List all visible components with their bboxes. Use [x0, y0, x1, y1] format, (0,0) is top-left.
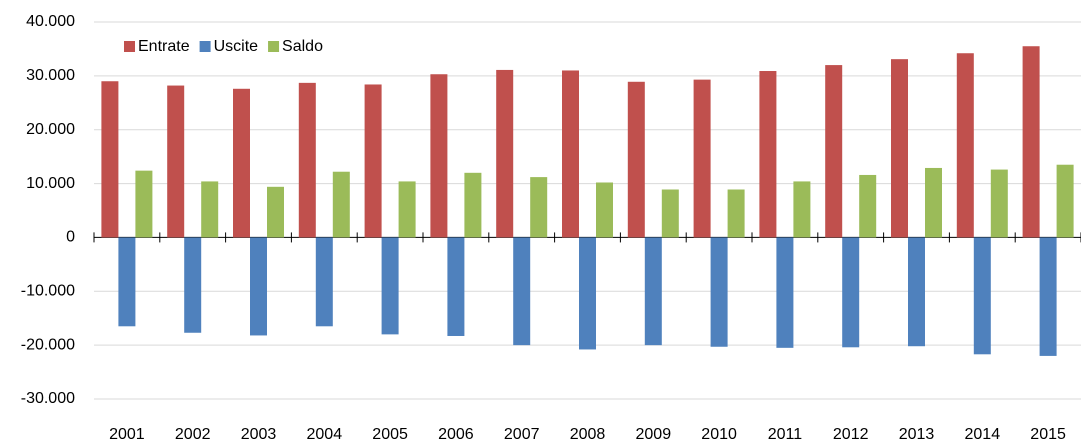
- bar: [776, 237, 794, 348]
- x-tick-label: 2007: [504, 426, 540, 443]
- bar: [793, 181, 811, 238]
- bar: [167, 85, 185, 238]
- y-tick-label: 20.000: [26, 121, 75, 138]
- x-tick-label: 2015: [1030, 426, 1066, 443]
- bar: [1022, 46, 1040, 238]
- bar: [644, 237, 662, 346]
- x-tick-label: 2008: [570, 426, 606, 443]
- x-tick-label: 2012: [833, 426, 869, 443]
- bar: [990, 169, 1008, 238]
- bar: [430, 74, 448, 238]
- bar: [1039, 237, 1057, 356]
- bar: [464, 172, 482, 238]
- bar: [908, 237, 925, 347]
- bar: [513, 237, 531, 346]
- bar: [364, 84, 382, 238]
- bar: [118, 237, 136, 327]
- bar: [727, 189, 745, 238]
- x-tick-label: 2011: [768, 426, 803, 443]
- legend-swatch: [124, 41, 135, 52]
- bar: [184, 237, 202, 333]
- bar: [859, 174, 877, 238]
- bar: [562, 70, 579, 238]
- bar: [891, 59, 908, 238]
- x-tick-label: 2009: [636, 426, 672, 443]
- bar: [1056, 164, 1074, 238]
- bar: [973, 237, 991, 355]
- x-tick-label: 2005: [372, 426, 408, 443]
- bar: [530, 177, 548, 238]
- x-tick-label: 2002: [175, 426, 211, 443]
- y-tick-label: 10.000: [26, 175, 75, 192]
- legend-label: Uscite: [214, 38, 259, 55]
- y-tick-label: 40.000: [26, 13, 75, 30]
- bar: [381, 237, 399, 335]
- y-tick-label: 0: [66, 229, 75, 246]
- bar: [693, 79, 711, 238]
- bar: [825, 65, 843, 238]
- x-tick-label: 2013: [899, 426, 935, 443]
- legend-swatch: [199, 41, 211, 52]
- bar: [267, 186, 284, 238]
- bar: [250, 237, 267, 336]
- x-tick-label: 2004: [307, 426, 343, 443]
- x-tick-label: 2010: [701, 426, 737, 443]
- bar: [233, 88, 250, 238]
- x-tick-label: 2003: [241, 426, 277, 443]
- x-tick-label: 2006: [438, 426, 474, 443]
- y-tick-label: -10.000: [21, 283, 75, 300]
- bar: [298, 82, 316, 238]
- y-tick-label: -20.000: [21, 336, 75, 353]
- x-tick-label: 2001: [109, 426, 145, 443]
- bar: [596, 182, 613, 238]
- bar: [956, 53, 974, 238]
- bar: [710, 237, 728, 347]
- bar: [135, 170, 153, 238]
- bar: [842, 237, 860, 348]
- y-tick-label: -30.000: [21, 390, 75, 407]
- bar: [101, 81, 119, 238]
- bar: [447, 237, 465, 336]
- bar: [315, 237, 333, 327]
- legend-label: Entrate: [138, 38, 190, 55]
- bar: [398, 181, 416, 238]
- bar: [496, 69, 514, 238]
- legend-swatch: [268, 41, 280, 52]
- bar: [332, 171, 350, 238]
- bar: [925, 167, 942, 238]
- bar: [579, 237, 596, 350]
- bar: [627, 81, 645, 238]
- x-tick-label: 2014: [965, 426, 1001, 443]
- legend-label: Saldo: [282, 38, 323, 55]
- bar: [201, 181, 219, 238]
- bar: [661, 189, 679, 238]
- bar: [759, 71, 777, 238]
- y-tick-label: 30.000: [26, 67, 75, 84]
